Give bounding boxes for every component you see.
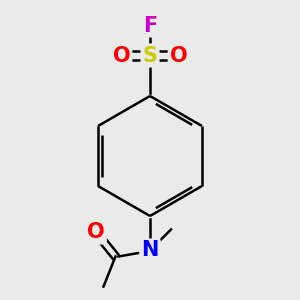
Text: F: F (143, 16, 157, 35)
Text: N: N (141, 241, 159, 260)
Text: O: O (87, 223, 105, 242)
Text: O: O (113, 46, 130, 65)
Text: O: O (170, 46, 187, 65)
Text: S: S (142, 46, 158, 65)
